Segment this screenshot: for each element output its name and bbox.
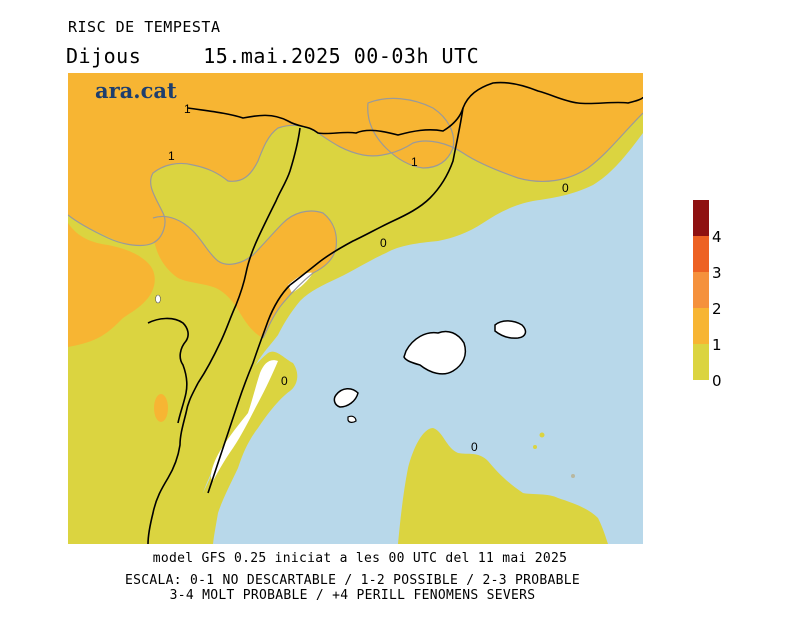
legend-swatch-1 bbox=[693, 308, 709, 344]
islet-2 bbox=[533, 445, 537, 449]
contour-lines bbox=[68, 97, 643, 339]
risk-spot-southwest bbox=[154, 394, 168, 422]
color-scale-legend bbox=[693, 200, 709, 380]
chart-title: RISC DE TEMPESTA bbox=[68, 18, 221, 36]
coast-nodata bbox=[210, 360, 278, 481]
contour-label: 0 bbox=[380, 236, 387, 250]
legend-swatch-0 bbox=[693, 344, 709, 380]
risk-zone-central bbox=[151, 211, 337, 338]
scale-description-line2: 3-4 MOLT PROBABLE / +4 PERILL FENOMENS S… bbox=[169, 588, 536, 603]
islet-3 bbox=[571, 474, 575, 478]
legend-swatch-4 bbox=[693, 200, 709, 236]
chart-subtitle: Dijous 15.mai.2025 00-03h UTC bbox=[66, 44, 479, 68]
land-south bbox=[203, 351, 608, 544]
risk-zone-north bbox=[68, 73, 643, 246]
date-range-label: 15.mai.2025 00-03h UTC bbox=[203, 44, 480, 68]
legend-label-2: 2 bbox=[712, 300, 722, 318]
legend-swatch-2 bbox=[693, 272, 709, 308]
contour-label: 1 bbox=[411, 155, 418, 169]
aracat-logo[interactable]: ara.cat bbox=[95, 78, 177, 103]
legend-label-3: 3 bbox=[712, 264, 722, 282]
island-menorca bbox=[494, 320, 527, 339]
contour-label: 0 bbox=[281, 374, 288, 388]
island-formentera bbox=[347, 415, 357, 423]
contour-label: 0 bbox=[471, 440, 478, 454]
model-info: model GFS 0.25 iniciat a les 00 UTC del … bbox=[152, 551, 568, 566]
legend-label-1: 1 bbox=[712, 336, 722, 354]
islet-1 bbox=[539, 432, 545, 438]
risk-zone-west bbox=[68, 223, 155, 347]
legend-label-0: 0 bbox=[712, 372, 722, 390]
day-label: Dijous bbox=[66, 44, 142, 68]
contour-label: 1 bbox=[168, 149, 175, 163]
contour-label: 1 bbox=[184, 102, 191, 116]
island-mallorca bbox=[403, 330, 467, 375]
borders bbox=[147, 81, 643, 544]
legend-swatch-3 bbox=[693, 236, 709, 272]
lake bbox=[155, 294, 161, 304]
island-ibiza bbox=[333, 388, 359, 408]
storm-risk-map: 1 1 1 0 0 0 0 bbox=[68, 73, 643, 544]
scale-description-line1: ESCALA: 0-1 NO DESCARTABLE / 1-2 POSSIBL… bbox=[124, 573, 581, 588]
contour-label: 0 bbox=[562, 181, 569, 195]
legend-label-4: 4 bbox=[712, 228, 722, 246]
